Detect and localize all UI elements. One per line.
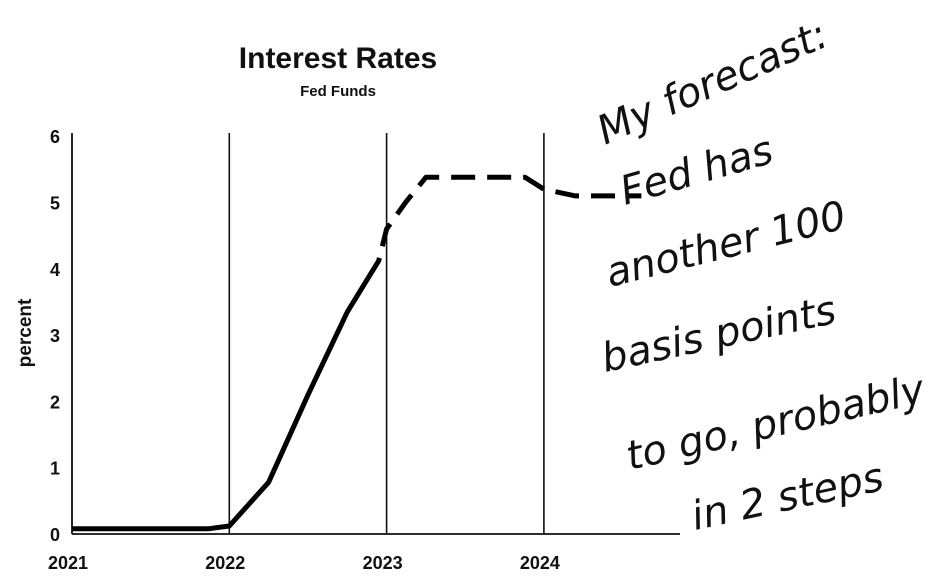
y-tick-label: 2 <box>50 392 60 412</box>
x-tick-labels: 2021 2022 2023 2024 <box>48 553 560 573</box>
x-tick-label: 2021 <box>48 553 88 573</box>
gridlines <box>228 133 545 534</box>
annotation-line: to go, probably <box>622 366 930 480</box>
y-tick-labels: 0 1 2 3 4 5 6 <box>50 127 60 545</box>
x-tick-label: 2024 <box>520 553 560 573</box>
chart-subtitle: Fed Funds <box>300 83 376 100</box>
series-line-dashed <box>365 174 642 281</box>
y-tick-label: 3 <box>50 326 60 346</box>
y-tick-label: 6 <box>50 127 60 147</box>
series-lines <box>72 174 642 532</box>
x-tick-label: 2022 <box>205 553 245 573</box>
y-tick-label: 0 <box>50 525 60 545</box>
y-tick-label: 5 <box>50 194 60 214</box>
y-tick-label: 1 <box>50 459 60 479</box>
annotation-line: in 2 steps <box>688 454 888 539</box>
annotation-line: My forecast: <box>590 12 834 154</box>
series-line-solid <box>72 277 370 532</box>
axes <box>71 133 680 535</box>
annotation-line: basis points <box>598 287 841 382</box>
x-tick-label: 2023 <box>363 553 403 573</box>
y-axis-label: percent <box>15 298 36 367</box>
chart-title: Interest Rates <box>239 42 437 75</box>
y-tick-label: 4 <box>50 260 60 280</box>
